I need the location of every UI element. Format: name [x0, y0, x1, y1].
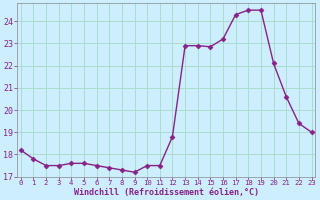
X-axis label: Windchill (Refroidissement éolien,°C): Windchill (Refroidissement éolien,°C) — [74, 188, 259, 197]
